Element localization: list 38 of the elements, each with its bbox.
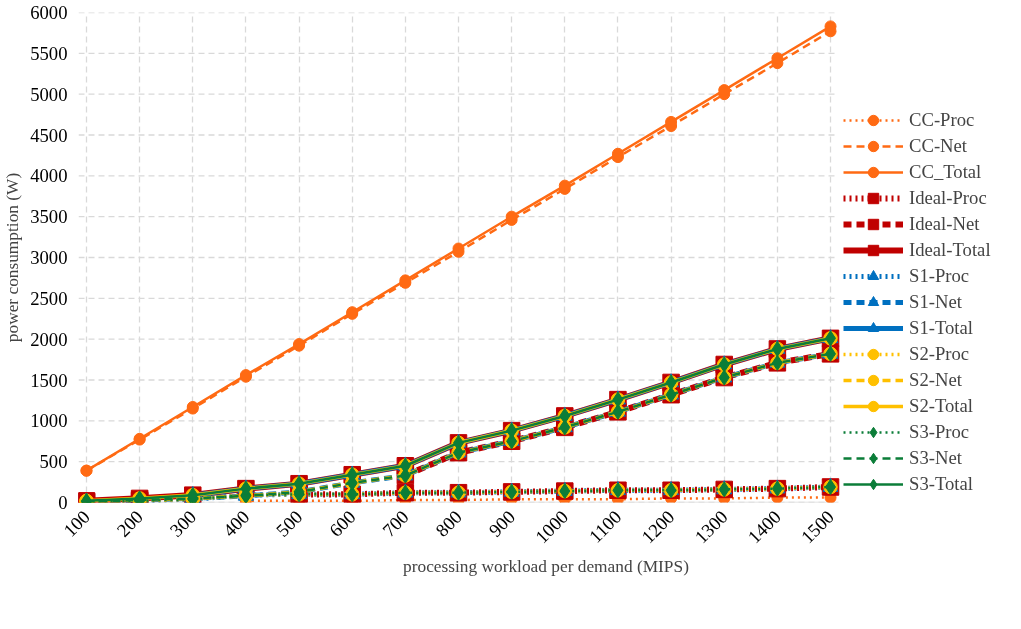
legend-label: S2-Total	[909, 395, 973, 417]
legend-label: S3-Net	[909, 447, 962, 469]
y-tick-label: 5500	[30, 42, 68, 64]
y-tick-label: 500	[39, 451, 68, 473]
y-tick-label: 4500	[30, 124, 68, 146]
x-tick-label: 800	[431, 506, 466, 541]
legend-label: CC-Proc	[909, 109, 975, 131]
y-tick-label: 2500	[30, 287, 68, 309]
x-tick-label: 400	[218, 506, 254, 541]
x-tick-label: 700	[378, 506, 413, 541]
y-tick-label: 5000	[30, 83, 68, 105]
legend-label: S2-Net	[909, 369, 962, 391]
y-tick-label: 3000	[30, 247, 68, 268]
legend-label: Ideal-Proc	[909, 187, 987, 209]
y-tick-label: 1500	[30, 369, 68, 391]
legend-label: S1-Total	[909, 317, 973, 339]
y-tick-label: 1000	[30, 410, 68, 432]
legend-label: Ideal-Net	[909, 213, 980, 235]
y-tick-label: 3500	[30, 206, 68, 228]
y-tick-label: 0	[58, 492, 68, 513]
x-tick-label: 900	[484, 506, 520, 541]
y-tick-label: 4000	[30, 165, 68, 187]
x-tick-label: 300	[165, 506, 201, 541]
legend-label: S1-Net	[909, 291, 962, 313]
y-axis-title: power consumption (W)	[3, 172, 23, 343]
legend-label: S1-Proc	[909, 265, 970, 287]
y-tick-label: 6000	[30, 2, 68, 23]
y-tick-label: 2000	[30, 328, 68, 350]
legend-label: Ideal-Total	[909, 239, 991, 261]
legend-label: S2-Proc	[909, 343, 970, 365]
legend-label: CC-Net	[909, 135, 968, 157]
legend-label: S3-Proc	[909, 421, 970, 443]
x-tick-label: 500	[271, 506, 307, 541]
x-axis-title: processing workload per demand (MIPS)	[403, 557, 690, 577]
legend-label: CC_Total	[909, 161, 982, 183]
x-tick-label: 600	[324, 506, 360, 541]
x-tick-label: 200	[112, 506, 148, 541]
legend-label: S3-Total	[909, 473, 973, 495]
